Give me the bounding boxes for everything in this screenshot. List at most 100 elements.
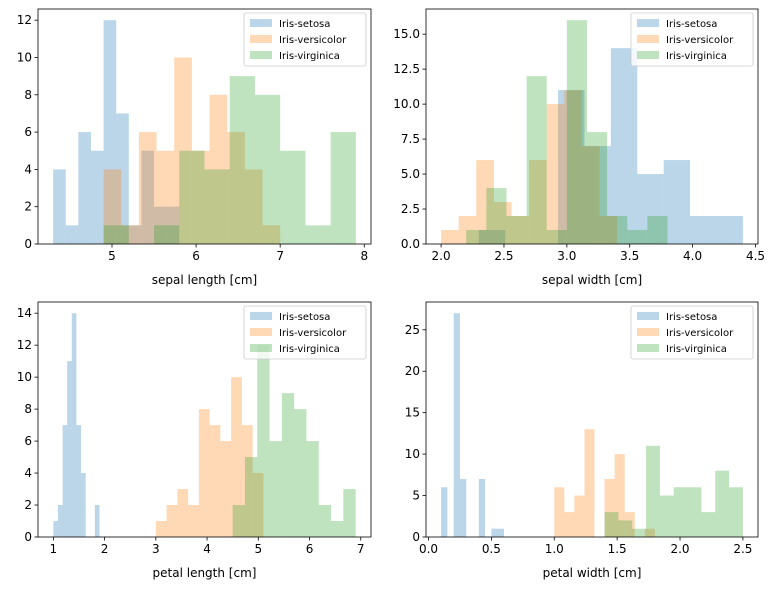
subplot-4: 0.0 0.5 1.0 1.5 2.0 2.5 0 5 10 15 20 25 petal width … [405,301,759,580]
x-tick-label: 4.0 [683,249,702,263]
x-axis-label: sepal length [cm] [152,273,257,287]
histogram-bar-setosa [94,505,100,537]
legend-box [243,12,367,67]
y-tick-label: 15.0 [393,27,420,41]
x-tick-label: 6 [306,542,314,556]
legend-swatch-virginica [637,51,659,59]
histogram-bar-versicolor [554,487,565,537]
y-tick-label: 2.5 [401,202,420,216]
legend-swatch-virginica [250,51,272,59]
histogram-bar-versicolor [529,160,547,244]
y-tick-label: 7.5 [401,132,420,146]
histogram-bar-virginica [632,528,647,537]
histogram-bar-virginica [546,230,567,244]
histogram-bar-versicolor [476,160,494,244]
histogram-bar-versicolor [564,512,575,537]
histogram-bar-virginica [673,487,688,537]
histogram-bar-setosa [558,90,585,244]
x-tick-label: 2.5 [494,249,513,263]
histogram-bar-setosa [491,528,498,537]
legend-box [630,12,754,67]
y-tick-label: 10 [405,447,420,461]
histogram-bar-setosa [103,20,117,244]
x-tick-label: 3 [152,542,160,556]
y-tick-label: 6 [24,125,32,139]
histogram-bar-setosa [690,216,717,244]
x-tick-label: 2.0 [432,249,451,263]
legend: Iris-setosa Iris-versicolor Iris-virginica [243,12,367,67]
x-tick-label: 0.0 [419,542,438,556]
histogram-bar-setosa [497,528,504,537]
histogram-bar-versicolor [231,377,242,537]
legend: Iris-setosa Iris-versicolor Iris-virginica [243,305,367,360]
histogram-bar-virginica [729,487,743,537]
histogram-bar-setosa [71,313,77,537]
y-tick-label: 2 [24,200,32,214]
histogram-bar-setosa [478,230,506,244]
histogram-bar-versicolor [121,225,139,244]
y-tick-label: 10.0 [393,97,420,111]
histogram-bar-versicolor [546,104,565,244]
histogram-bar-versicolor [581,146,600,244]
histogram-bar-versicolor [564,90,582,244]
histogram-bar-versicolor [209,425,221,537]
histogram-bar-virginica [647,216,668,244]
histogram-bar-setosa [78,132,91,244]
histogram-bar-setosa [610,48,638,244]
histogram-bar-virginica [244,457,258,537]
y-tick-label: 2 [24,498,32,512]
histogram-bar-versicolor [177,489,189,537]
histogram-bar-virginica [269,441,282,537]
legend-label: Iris-setosa [666,312,717,323]
legend-label: Iris-virginica [279,344,340,355]
histogram-bar-setosa [166,206,180,244]
legend: Iris-setosa Iris-versicolor Iris-virginica [630,305,754,360]
histogram-bar-setosa [154,206,167,244]
x-tick-label: 7 [276,249,284,263]
histogram-bar-setosa [53,521,58,537]
y-tick-label: 0 [412,530,420,544]
histogram-bar-versicolor [624,512,635,537]
x-tick-label: 0.5 [482,542,501,556]
legend: Iris-setosa Iris-versicolor Iris-virginica [630,12,754,67]
legend-label: Iris-versicolor [279,35,347,46]
bars-group [53,313,356,537]
y-tick-label: 8 [24,402,32,416]
y-tick-label: 6 [24,434,32,448]
legend-label: Iris-versicolor [666,35,734,46]
y-tick-label: 5 [412,489,420,503]
legend-label: Iris-setosa [279,312,330,323]
legend-label: Iris-setosa [666,19,717,30]
x-tick-label: 6 [192,249,200,263]
y-tick-label: 4 [24,162,32,176]
x-tick-label: 5 [108,249,116,263]
histogram-bar-versicolor [209,94,228,244]
histogram-bar-virginica [330,132,356,244]
histogram-bar-setosa [57,505,63,537]
histogram-bar-setosa [584,146,611,244]
legend-swatch-versicolor [250,328,272,336]
histogram-bar-virginica [254,94,281,244]
histogram-bar-virginica [331,521,344,537]
histogram-bar-setosa [65,225,79,244]
axes-frame [37,301,372,538]
histogram-bar-virginica [232,505,245,537]
x-tick-label: 1 [50,542,58,556]
x-axis-label: petal length [cm] [153,566,257,580]
histogram-bar-setosa [716,216,743,244]
histogram-bar-virginica [526,76,547,244]
histogram-bar-versicolor [156,150,175,244]
histogram-bar-versicolor [241,425,253,537]
histogram-bar-setosa [453,313,460,537]
x-tick-label: 4.5 [746,249,765,263]
histogram-bar-versicolor [511,216,530,244]
histogram-bar-setosa [663,160,691,244]
legend-swatch-virginica [637,344,659,352]
histogram-bar-setosa [637,174,664,244]
x-tick-label: 7 [357,542,365,556]
histogram-bar-virginica [257,345,270,537]
x-tick-label: 3.5 [620,249,639,263]
histogram-bar-versicolor [103,169,122,244]
